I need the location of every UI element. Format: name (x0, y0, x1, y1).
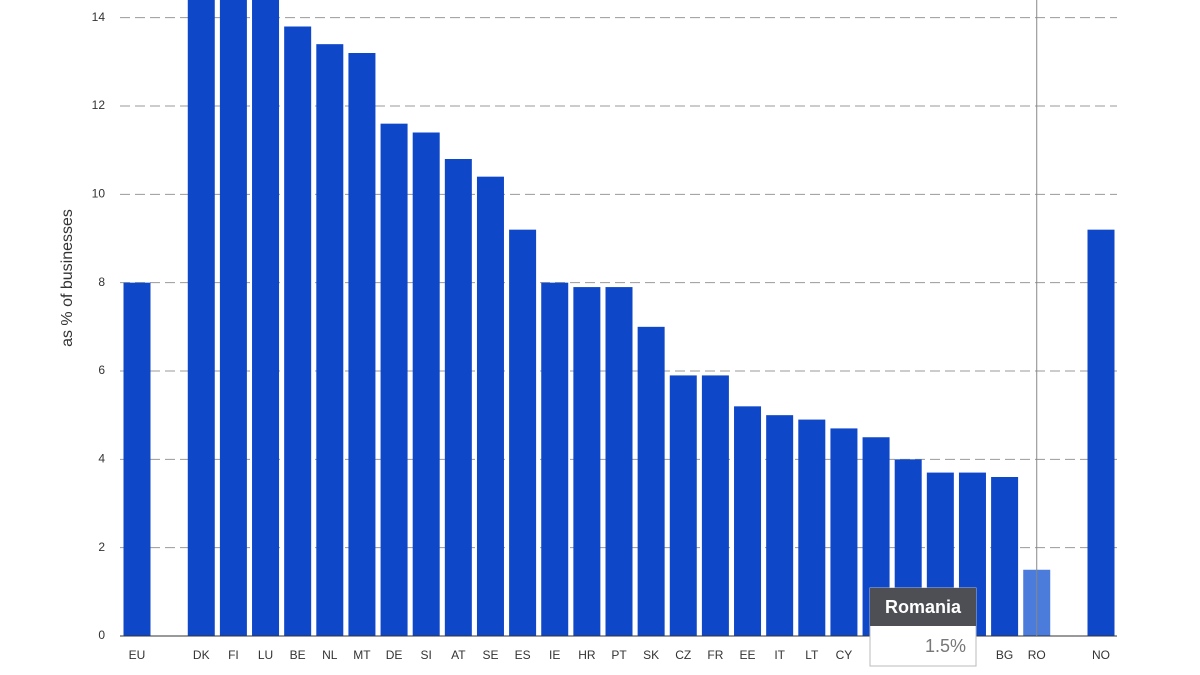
y-tick-label: 12 (92, 98, 106, 112)
bar (1087, 229, 1115, 636)
bar (605, 287, 633, 636)
y-axis-label: as % of businesses (59, 209, 76, 347)
x-tick-label: BE (290, 648, 306, 662)
bar (123, 282, 151, 636)
tooltip: Romania 1.5% (869, 587, 977, 667)
tooltip-header (870, 588, 976, 626)
x-tick-label: FI (228, 648, 239, 662)
x-tick-label: NO (1092, 648, 1110, 662)
bar (219, 0, 247, 636)
bar (637, 326, 665, 636)
x-tick-label: FR (707, 648, 723, 662)
bar (541, 282, 569, 636)
bar (573, 287, 601, 636)
y-tick-label: 2 (98, 540, 105, 554)
x-tick-label: RO (1028, 648, 1046, 662)
bar (476, 176, 504, 636)
bar (316, 44, 344, 636)
x-tick-label: MT (353, 648, 371, 662)
y-tick-label: 10 (92, 187, 106, 201)
bar (509, 229, 537, 636)
bar (669, 375, 697, 636)
x-tick-label: PT (611, 648, 627, 662)
x-tick-label: NL (322, 648, 338, 662)
x-tick-label: LU (258, 648, 273, 662)
bar (734, 406, 762, 636)
y-tick-label: 14 (92, 10, 106, 24)
x-tick-label: AT (451, 648, 466, 662)
y-tick-label: 8 (98, 275, 105, 289)
tooltip-value: 1.5% (925, 636, 966, 656)
bar (798, 419, 826, 636)
x-tick-label: DK (193, 648, 210, 662)
y-tick-label: 4 (98, 452, 105, 466)
tooltip-title: Romania (885, 597, 962, 617)
bar (412, 132, 440, 636)
bar (380, 123, 408, 636)
x-tick-label: EU (129, 648, 146, 662)
bar (348, 53, 376, 636)
bar (830, 428, 858, 636)
bar (284, 26, 312, 636)
x-tick-label: ES (515, 648, 531, 662)
x-tick-label: CZ (675, 648, 691, 662)
bar (444, 159, 472, 636)
x-tick-label: DE (386, 648, 403, 662)
y-tick-label: 6 (98, 363, 105, 377)
x-tick-label: EE (740, 648, 756, 662)
x-tick-label: LT (805, 648, 819, 662)
y-tick-label: 0 (98, 628, 105, 642)
x-tick-label: CY (836, 648, 853, 662)
x-tick-label: SE (482, 648, 498, 662)
x-tick-label: IE (549, 648, 560, 662)
bar (252, 0, 280, 636)
bar (701, 375, 729, 636)
x-tick-label: IT (774, 648, 785, 662)
x-tick-label: SI (421, 648, 432, 662)
x-tick-label: SK (643, 648, 659, 662)
bar (991, 477, 1019, 636)
bar (766, 415, 794, 636)
bar (187, 0, 215, 636)
x-tick-label: BG (996, 648, 1013, 662)
x-tick-label: HR (578, 648, 596, 662)
